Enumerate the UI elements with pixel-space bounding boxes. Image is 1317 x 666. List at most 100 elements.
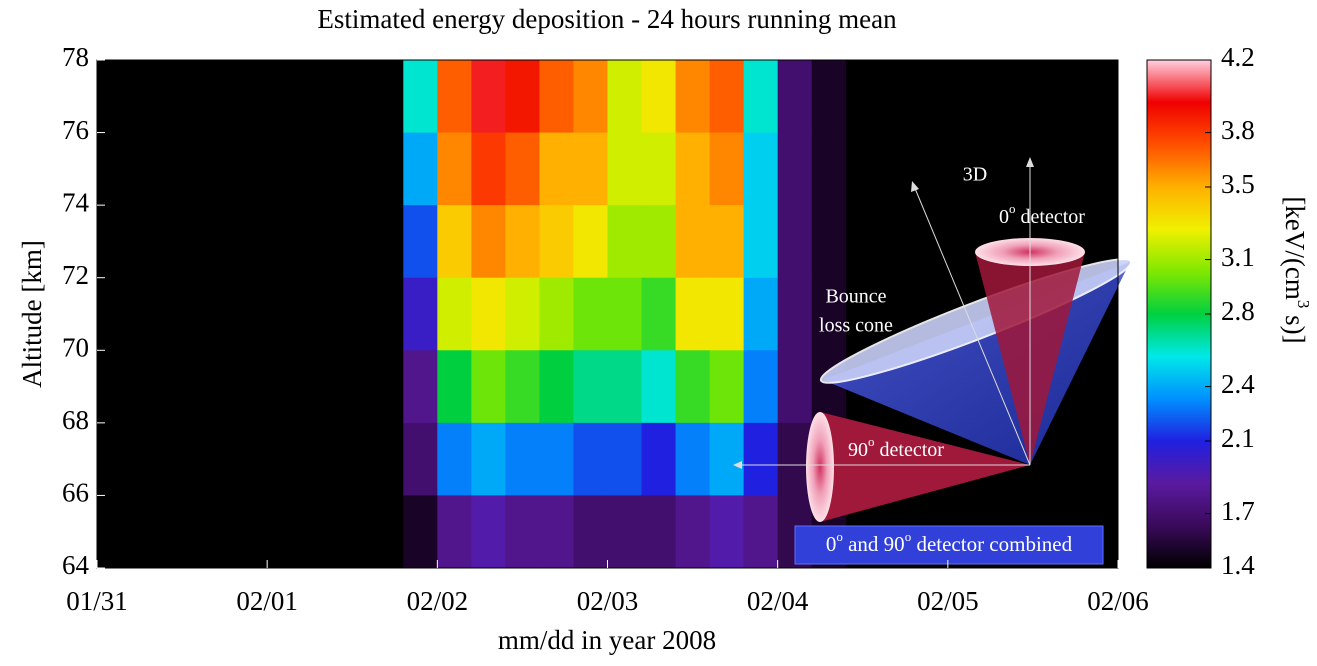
y-tick-label: 74 [62, 187, 90, 217]
colorbar-label-sup: 3 [1294, 300, 1313, 309]
colorbar-tick-label: 2.8 [1221, 296, 1255, 326]
contour-cell [505, 132, 540, 206]
colorbar-tick-label: 4.2 [1221, 42, 1255, 72]
contour-cell [403, 495, 438, 569]
colorbar-tick-label: 2.4 [1221, 369, 1255, 399]
legend-box [794, 525, 1104, 565]
contour-cell [539, 495, 574, 569]
contour-cell [403, 60, 438, 134]
contour-cell [641, 60, 677, 134]
contour-cell [811, 132, 847, 206]
annotation-text: and 90 [843, 532, 905, 556]
contour-field [403, 60, 847, 569]
contour-cell [573, 277, 608, 351]
y-tick-label: 68 [62, 405, 89, 435]
contour-cell [471, 205, 506, 279]
y-tick-label: 76 [62, 115, 89, 145]
contour-cell [539, 60, 574, 134]
y-tick-label: 66 [62, 478, 89, 508]
contour-cell [403, 205, 438, 279]
x-tick-label: 02/05 [917, 586, 979, 616]
contour-cell [505, 422, 540, 496]
contour-cell [471, 60, 506, 134]
chart-title: Estimated energy deposition - 24 hours r… [317, 4, 897, 34]
colorbar-tick-label: 1.7 [1221, 496, 1255, 526]
contour-cell [471, 422, 506, 496]
annotation: loss cone [819, 315, 893, 337]
contour-cell [709, 422, 745, 496]
colorbar-label-text: s)] [1280, 308, 1310, 343]
annotation-sup: o [868, 434, 875, 449]
contour-cell [403, 350, 438, 424]
contour-cell [675, 205, 711, 279]
contour-cell [777, 132, 813, 206]
contour-cell [743, 277, 779, 351]
contour-cell [709, 60, 745, 134]
colorbar-tick-label: 3.1 [1221, 242, 1255, 272]
annotation-text: detector combined [911, 532, 1072, 556]
arrow-head [911, 181, 919, 192]
annotation-text: 0 [999, 206, 1009, 228]
annotation-sup: o [905, 529, 912, 544]
contour-cell [709, 495, 745, 569]
contour-cell [539, 277, 574, 351]
detector-diagram [733, 157, 1133, 565]
contour-cell [709, 132, 745, 206]
annotation: 90o detector [848, 434, 944, 461]
colorbar-tick-label: 1.4 [1221, 550, 1255, 580]
contour-cell [505, 495, 540, 569]
contour-cell [403, 422, 438, 496]
annotation: 0o detector [999, 201, 1085, 228]
annotation-text: 90 [848, 439, 868, 461]
contour-cell [437, 60, 472, 134]
annotation-sup: o [1009, 201, 1016, 216]
y-axis-label: Altitude [km] [17, 240, 47, 388]
contour-cell [539, 132, 574, 206]
contour-cell [573, 205, 608, 279]
contour-cell [777, 205, 813, 279]
contour-cell [641, 205, 677, 279]
colorbar-label-text: [keV/(cm [1280, 196, 1310, 299]
contour-cell [471, 495, 506, 569]
contour-cell [675, 277, 711, 351]
annotation-text: 0 [826, 532, 837, 556]
y-tick-label: 78 [62, 42, 89, 72]
contour-cell [607, 495, 643, 569]
x-tick-label: 02/01 [236, 586, 298, 616]
annotation: 3D [963, 164, 987, 186]
contour-cell [675, 350, 711, 424]
contour-cell [437, 277, 472, 351]
contour-cell [573, 422, 608, 496]
contour-cell [437, 495, 472, 569]
contour-cell [743, 132, 779, 206]
y-tick-label: 70 [62, 332, 89, 362]
contour-cell [607, 277, 643, 351]
colorbar [1146, 59, 1212, 569]
contour-cell [437, 132, 472, 206]
x-tick-label: 02/03 [577, 586, 639, 616]
contour-cell [437, 205, 472, 279]
contour-cell [539, 205, 574, 279]
contour-cell [811, 277, 847, 351]
contour-cell [777, 277, 813, 351]
contour-cell [743, 205, 779, 279]
contour-cell [811, 60, 847, 134]
contour-cell [505, 205, 540, 279]
contour-cell [539, 422, 574, 496]
y-tick-label: 64 [62, 550, 90, 580]
contour-cell [607, 132, 643, 206]
axis-arrow [913, 185, 1031, 466]
contour-cell [403, 277, 438, 351]
ninety-detector-cone [820, 412, 1030, 522]
colorbar-tick-label: 3.5 [1221, 169, 1255, 199]
ninety-detector-face [806, 412, 834, 522]
contour-cell [743, 350, 779, 424]
arrow-head [733, 461, 742, 469]
contour-cell [607, 205, 643, 279]
contour-cell [743, 422, 779, 496]
contour-cell [437, 422, 472, 496]
contour-cell [641, 495, 677, 569]
contour-cell [505, 277, 540, 351]
arrow-head [1026, 157, 1034, 167]
